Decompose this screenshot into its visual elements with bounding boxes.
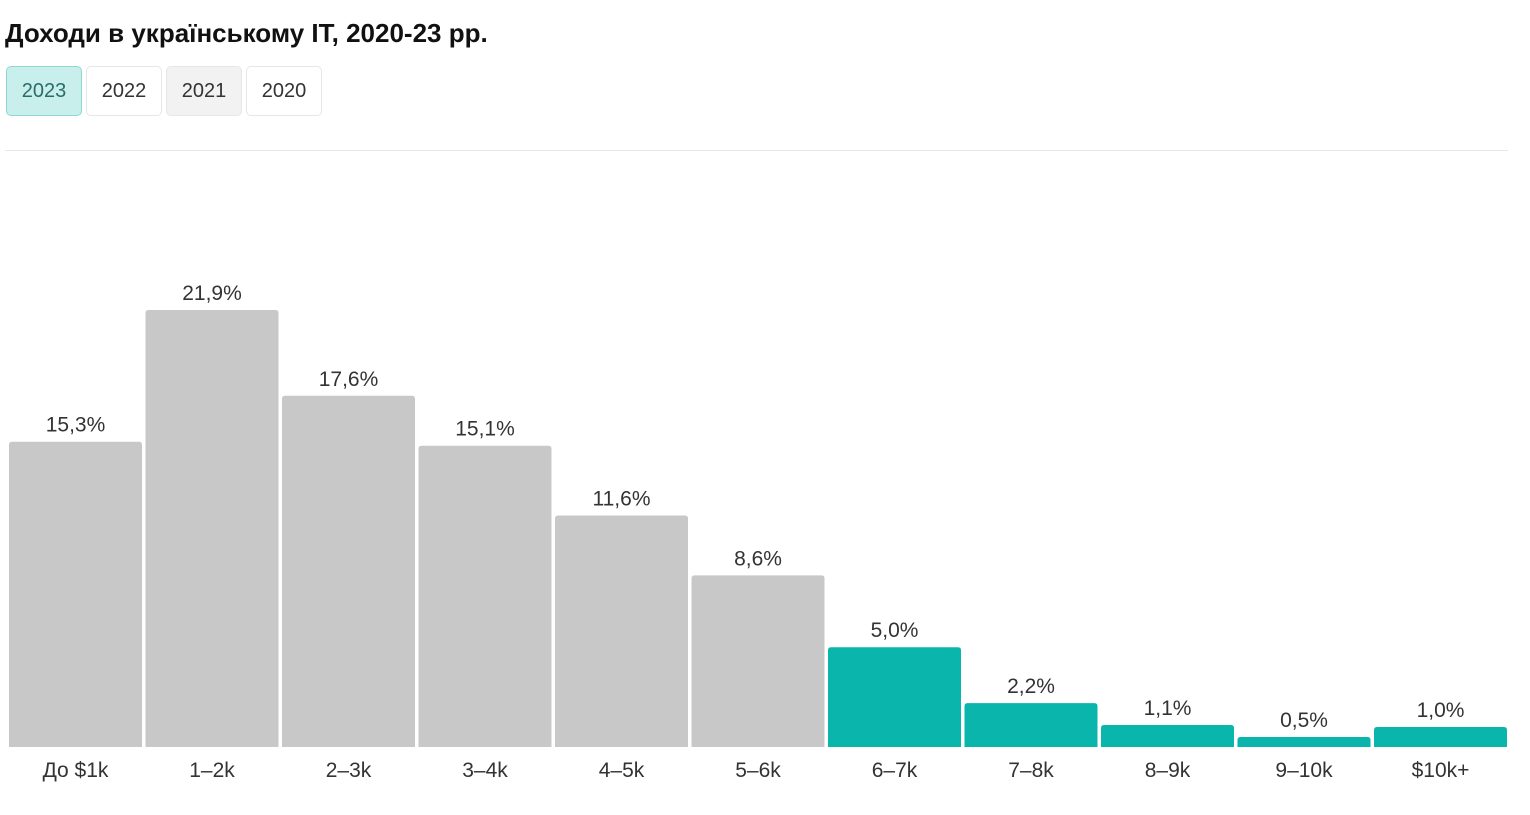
value-label: 2,2%: [1007, 675, 1055, 698]
value-label: 15,1%: [455, 418, 515, 441]
x-tick-label: 3–4k: [462, 759, 508, 782]
year-tab[interactable]: 2023: [6, 66, 82, 116]
bar: [1374, 727, 1507, 747]
bar: [9, 441, 142, 747]
value-label: 15,3%: [46, 414, 106, 437]
x-tick-label: 8–9k: [1145, 759, 1191, 782]
x-tick-label: 5–6k: [735, 759, 781, 782]
bar: [282, 395, 415, 747]
value-label: 17,6%: [319, 368, 379, 391]
value-label: 8,6%: [734, 547, 782, 570]
value-label: 11,6%: [593, 488, 651, 511]
bar: [964, 703, 1098, 747]
year-tab[interactable]: 2021: [166, 66, 242, 116]
bar: [1237, 737, 1371, 747]
bar: [145, 310, 279, 747]
value-label: 5,0%: [871, 619, 919, 642]
x-tick-label: 7–8k: [1008, 759, 1054, 782]
bar: [555, 515, 688, 747]
x-tick-label: $10k+: [1412, 759, 1470, 782]
year-tabs: 2023 2022 2021 2020: [6, 66, 322, 116]
x-tick-label: До $1k: [43, 759, 109, 782]
bar: [1101, 725, 1234, 747]
value-label: 1,1%: [1144, 697, 1192, 720]
x-tick-label: 4–5k: [599, 759, 645, 782]
x-tick-label: 6–7k: [872, 759, 918, 782]
bar: [691, 575, 825, 747]
x-tick-label: 2–3k: [326, 759, 372, 782]
divider: [5, 150, 1508, 151]
bar: [418, 445, 552, 747]
chart-title: Доходи в українському IT, 2020-23 рр.: [5, 18, 488, 48]
value-label: 0,5%: [1280, 709, 1328, 732]
value-label: 21,9%: [182, 282, 242, 305]
year-tab[interactable]: 2020: [246, 66, 322, 116]
value-label: 1,0%: [1417, 699, 1465, 722]
bar: [828, 647, 961, 747]
year-tab[interactable]: 2022: [86, 66, 162, 116]
x-tick-label: 9–10k: [1275, 759, 1333, 782]
x-tick-label: 1–2k: [189, 759, 235, 782]
